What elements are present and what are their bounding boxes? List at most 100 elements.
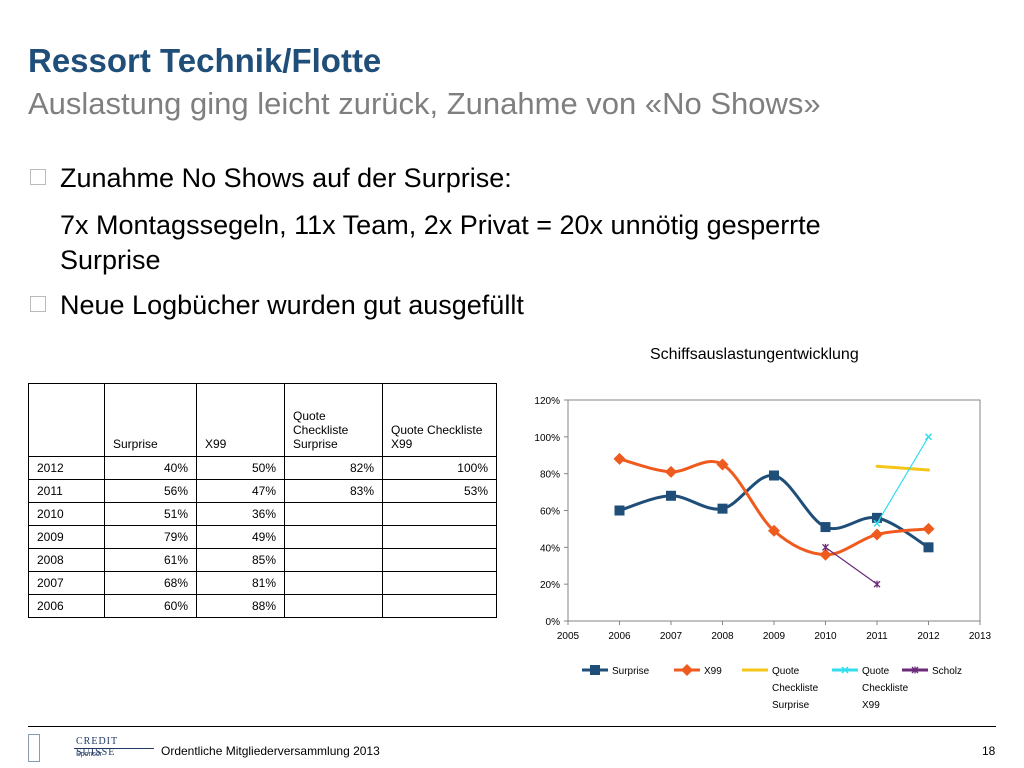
legend-marker-quote-checkliste-x99 — [841, 666, 849, 674]
table-row-year: 2009 — [28, 525, 105, 549]
x-tick-label: 2013 — [969, 631, 992, 642]
x-tick-label: 2010 — [814, 631, 837, 642]
table-cell: 79% — [104, 525, 197, 549]
sail-icon — [28, 734, 40, 762]
x-tick-label: 2005 — [557, 631, 580, 642]
series-line-scholz — [824, 546, 878, 585]
data-point-scholz — [822, 543, 829, 551]
slide-title: Ressort Technik/Flotte — [28, 42, 382, 79]
table-row-year: 2008 — [28, 548, 105, 572]
table-cell: 61% — [104, 548, 197, 572]
data-point-surprise — [666, 490, 676, 501]
table-cell: 51% — [104, 502, 197, 526]
table-header: Surprise — [104, 383, 197, 457]
table-row-year: 2011 — [28, 479, 105, 503]
y-tick-label: 20% — [540, 580, 560, 591]
data-table: Surprise X99 Quote Checkliste Surprise Q… — [28, 383, 497, 618]
table-row-year: 2012 — [28, 456, 105, 480]
data-point-surprise — [717, 503, 728, 514]
series-line-quote-checkliste-x99 — [876, 436, 930, 524]
bullet-detail: Surprise — [60, 245, 161, 275]
table-row: 2012 40% 50% 82% 100% — [28, 456, 497, 480]
legend-label-scholz: Scholz — [932, 666, 962, 677]
table-row: 2011 56% 47% 83% 53% — [28, 479, 497, 503]
series-line-quote-checkliste-surprise — [875, 464, 930, 472]
table-cell: 85% — [196, 548, 285, 572]
slide-subtitle: Auslastung ging leicht zurück, Zunahme v… — [28, 86, 821, 121]
table-row: 2007 68% 81% — [28, 571, 497, 595]
legend-marker-x99 — [681, 664, 693, 676]
table-cell: 36% — [196, 502, 285, 526]
table-cell — [284, 502, 383, 526]
table-header: Quote Checkliste X99 — [382, 383, 497, 457]
bullet-icon — [30, 169, 46, 185]
table-cell: 47% — [196, 479, 285, 503]
table-cell — [382, 571, 497, 595]
data-point-x99 — [819, 548, 832, 561]
data-point-surprise — [872, 512, 882, 523]
footer-divider — [28, 726, 996, 727]
data-point-x99 — [922, 522, 935, 535]
table-cell — [382, 594, 497, 618]
data-point-x99 — [716, 458, 729, 471]
table-cell: 83% — [284, 479, 383, 503]
table-cell — [382, 548, 497, 572]
table-cell: 81% — [196, 571, 285, 595]
table-cell: 88% — [196, 594, 285, 618]
bullet-text: Neue Logbücher wurden gut ausgefüllt — [60, 290, 524, 320]
data-point-surprise — [923, 542, 934, 553]
table-header: Quote Checkliste Surprise — [284, 383, 383, 457]
data-point-quote-checkliste-x99 — [873, 519, 881, 527]
data-point-scholz — [873, 580, 881, 588]
legend-label-quote-checkliste-x99: X99 — [862, 700, 880, 711]
table-row: 2008 61% 85% — [28, 548, 497, 572]
table-row: 2010 51% 36% — [28, 502, 497, 526]
legend-label-quote-checkliste-surprise: Checkliste — [772, 683, 819, 694]
table-cell: 100% — [382, 456, 497, 480]
table-row: 2006 60% 88% — [28, 594, 497, 618]
y-tick-label: 120% — [534, 396, 560, 407]
table-header — [28, 383, 105, 457]
sponsor-logo: CREDIT SUISSE Sponsor — [28, 732, 156, 764]
table-header: X99 — [196, 383, 285, 457]
table-row-year: 2006 — [28, 594, 105, 618]
table-cell: 40% — [104, 456, 197, 480]
table-cell — [284, 525, 383, 549]
y-tick-label: 0% — [546, 617, 561, 628]
table-cell — [382, 502, 497, 526]
data-point-surprise — [614, 505, 625, 516]
y-tick-label: 80% — [540, 470, 560, 481]
table-cell: 53% — [382, 479, 497, 503]
x-tick-label: 2012 — [917, 631, 940, 642]
plot-area — [567, 399, 981, 622]
table-cell: 68% — [104, 571, 197, 595]
legend-label-x99: X99 — [704, 666, 722, 677]
legend-label-surprise: Surprise — [612, 666, 650, 677]
table-cell: 50% — [196, 456, 285, 480]
x-tick-label: 2011 — [866, 631, 888, 642]
legend-label-quote-checkliste-x99: Checkliste — [862, 683, 909, 694]
table-row-year: 2007 — [28, 571, 105, 595]
y-tick-label: 100% — [534, 433, 560, 444]
data-point-quote-checkliste-x99 — [924, 433, 933, 441]
table-row: 2009 79% 49% — [28, 525, 497, 549]
legend-marker-scholz — [911, 666, 919, 674]
table-cell: 56% — [104, 479, 197, 503]
logo-sub: Sponsor — [76, 751, 103, 758]
logo-divider — [74, 748, 154, 749]
table-row-year: 2010 — [28, 502, 105, 526]
x-tick-label: 2006 — [608, 631, 631, 642]
bullet-item: Neue Logbücher wurden gut ausgefüllt — [30, 289, 524, 321]
data-point-surprise — [820, 522, 831, 533]
line-chart: 0% 20% 40% 60% 80% 100% 120% 2005 2006 2007 2008 20… — [534, 396, 992, 711]
y-tick-label: 40% — [540, 543, 560, 554]
table-cell — [284, 594, 383, 618]
table-cell: 49% — [196, 525, 285, 549]
y-tick-label: 60% — [540, 507, 560, 518]
table-cell — [284, 548, 383, 572]
table-cell: 82% — [284, 456, 383, 480]
x-tick-label: 2009 — [763, 631, 786, 642]
table-cell: 60% — [104, 594, 197, 618]
legend-marker-surprise — [590, 665, 600, 675]
data-point-surprise — [769, 470, 779, 481]
